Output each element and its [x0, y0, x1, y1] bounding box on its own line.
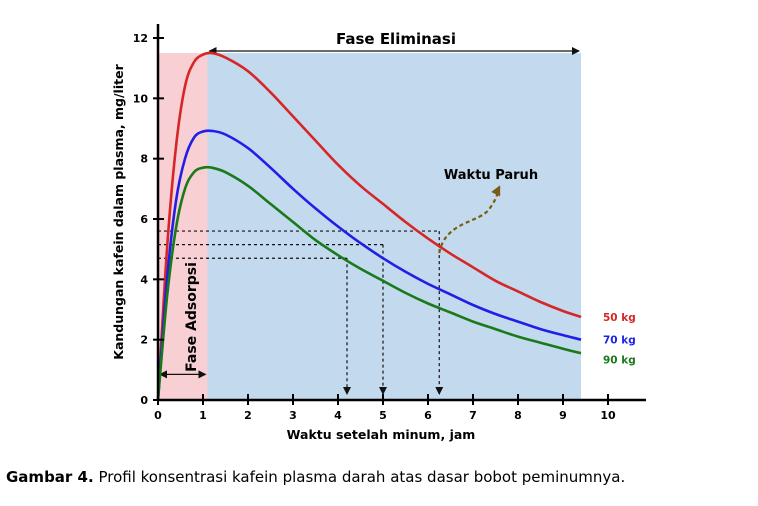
half-life-label: Waktu Paruh: [444, 168, 538, 183]
x-tick-label: 9: [559, 409, 567, 422]
phase-label-eliminasi: Fase Eliminasi: [336, 30, 456, 48]
series-line-50-kg: [156, 51, 582, 401]
y-tick-label: 4: [140, 273, 148, 286]
phase-regions: [158, 47, 581, 400]
x-tick-label: 5: [379, 409, 387, 422]
y-ticks: 0 2 4 6 8 10 12: [133, 32, 164, 407]
series-line-90-kg: [156, 165, 582, 401]
x-axis-label: Waktu setelah minum, jam: [287, 427, 476, 442]
y-axis-label: Kandungan kafein dalam plasma, mg/liter: [111, 63, 126, 359]
x-tick-label: 1: [199, 409, 207, 422]
series-label-70-kg: 70 kg: [603, 335, 636, 347]
y-tick-label: 6: [140, 213, 148, 226]
series-label-90-kg: 90 kg: [603, 355, 636, 367]
series-label-50-kg: 50 kg: [603, 312, 636, 324]
half-life-arrow: [438, 185, 501, 254]
y-tick-label: 0: [140, 394, 148, 407]
figure-caption: Gambar 4. Profil konsentrasi kafein plas…: [6, 468, 625, 486]
phase-label-adsorpsi: Fase Adsorpsi: [184, 262, 200, 372]
x-tick-label: 6: [424, 409, 432, 422]
adsorpsi-arrow-head-left: [159, 370, 167, 379]
half-life-guides: [158, 185, 501, 395]
y-tick-label: 12: [133, 32, 148, 45]
caption-label: Gambar 4.: [6, 468, 94, 486]
x-tick-label: 3: [289, 409, 297, 422]
y-tick-label: 8: [140, 153, 148, 166]
series-labels: 50 kg 70 kg 90 kg: [603, 312, 636, 367]
y-tick-label: 10: [133, 92, 149, 105]
x-tick-label: 7: [469, 409, 477, 422]
data-series: [156, 51, 582, 401]
region-adsorpsi: [158, 53, 208, 400]
series-line-70-kg: [156, 129, 582, 401]
x-tick-label: 2: [244, 409, 252, 422]
region-eliminasi: [207, 53, 581, 400]
x-tick-label: 4: [334, 409, 342, 422]
x-ticks: 0 1 2 3 4 5 6 7 8 9 10: [154, 394, 616, 422]
caption-text: Profil konsentrasi kafein plasma darah a…: [93, 468, 626, 486]
x-tick-label: 0: [154, 409, 162, 422]
x-tick-label: 8: [514, 409, 522, 422]
x-tick-label: 10: [600, 409, 616, 422]
axes: [156, 24, 646, 402]
y-tick-label: 2: [140, 334, 148, 347]
